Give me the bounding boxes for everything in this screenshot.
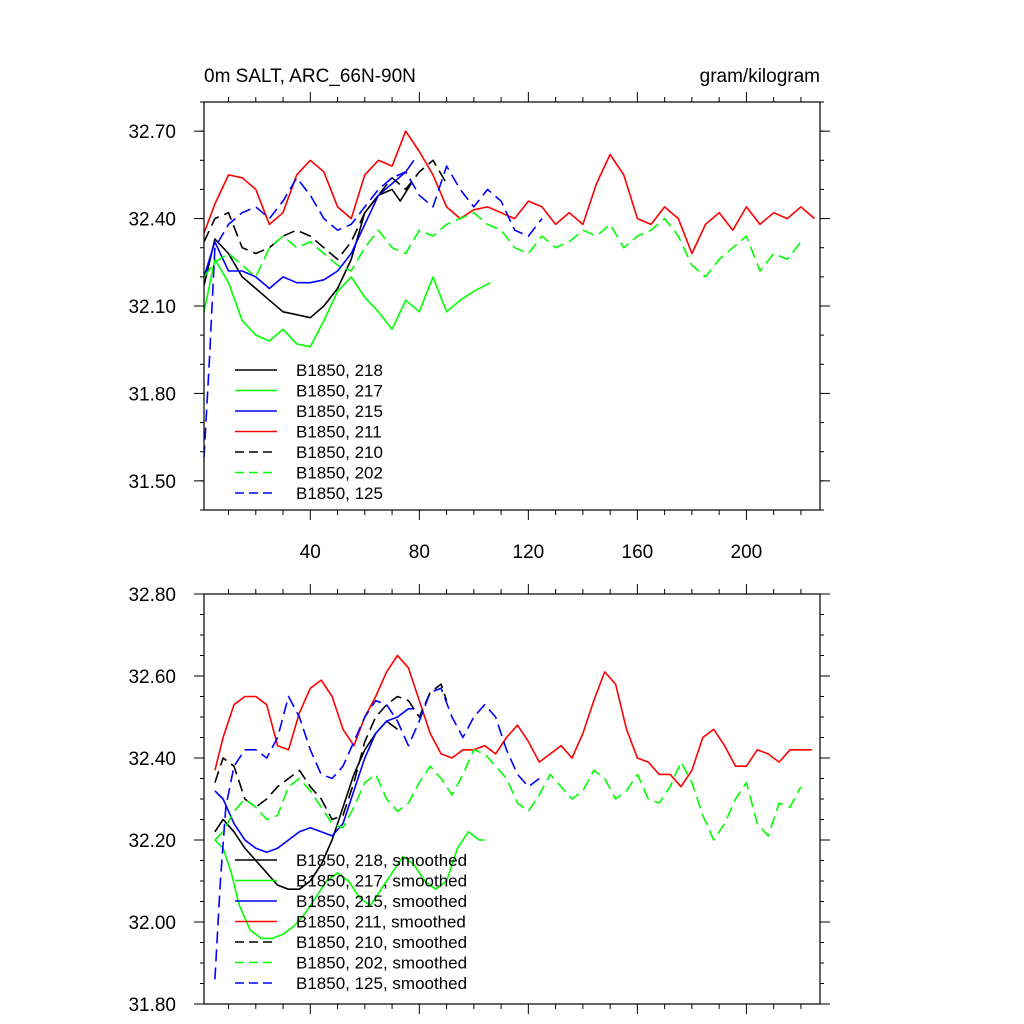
bottom-panel: 31.80 32.00 32.20 32.40 32.60 32.80 B1850, 218… (128, 584, 830, 1016)
y-tick-label: 32.40 (128, 210, 176, 231)
y-tick-label: 32.80 (128, 585, 176, 606)
series-line-6 (214, 748, 802, 841)
x-tick-label: 200 (731, 542, 763, 563)
y-tick-label: 32.60 (128, 667, 176, 688)
y-tick-label: 31.50 (128, 472, 176, 493)
series-line-7 (204, 165, 543, 458)
top-panel: 0m SALT, ARC_66N-90N gram/kilogram 31.50… (128, 66, 830, 563)
legend-label-6: B1850, 202, smoothed (296, 954, 467, 973)
legend-label-7: B1850, 125, smoothed (296, 974, 467, 993)
y-tick-label: 32.20 (128, 831, 176, 852)
legend-label-6: B1850, 202 (296, 464, 383, 483)
series-line-3 (214, 707, 414, 854)
y-tick-label: 32.00 (128, 913, 176, 934)
x-tick-label: 160 (622, 542, 654, 563)
legend-label-5: B1850, 210 (296, 443, 383, 462)
series-line-2 (204, 258, 491, 348)
x-tick-label: 120 (513, 542, 545, 563)
series-line-7 (214, 687, 540, 980)
y-tick-label: 31.80 (128, 995, 176, 1016)
legend-label-3: B1850, 215, smoothed (296, 892, 467, 911)
y-tick-label: 32.10 (128, 297, 176, 318)
series-line-1 (204, 183, 412, 319)
y-tick-label: 31.80 (128, 384, 176, 405)
panel-title: 0m SALT, ARC_66N-90N (204, 66, 416, 87)
legend-label-2: B1850, 217 (296, 382, 383, 401)
legend-label-1: B1850, 218 (296, 361, 383, 380)
series-line-4 (204, 130, 816, 255)
legend-label-4: B1850, 211 (296, 423, 382, 442)
series-line-2 (214, 830, 485, 940)
series-line-1 (214, 720, 398, 891)
series-line-3 (204, 159, 415, 290)
legend-label-7: B1850, 125 (296, 484, 383, 503)
legend-label-4: B1850, 211, smoothed (296, 913, 466, 932)
x-tick-label: 80 (409, 542, 430, 563)
legend-label-2: B1850, 217, smoothed (296, 872, 467, 891)
series-line-5 (214, 683, 448, 821)
series-line-6 (204, 211, 802, 278)
y-tick-label: 32.40 (128, 749, 176, 770)
legend-label-5: B1850, 210, smoothed (296, 933, 467, 952)
x-tick-label: 40 (300, 542, 321, 563)
legend-label-1: B1850, 218, smoothed (296, 851, 467, 870)
y-tick-label: 32.70 (128, 122, 176, 143)
legend-label-3: B1850, 215 (296, 402, 383, 421)
series-line-4 (214, 654, 812, 788)
units-label: gram/kilogram (700, 66, 820, 87)
series-line-5 (204, 159, 448, 261)
